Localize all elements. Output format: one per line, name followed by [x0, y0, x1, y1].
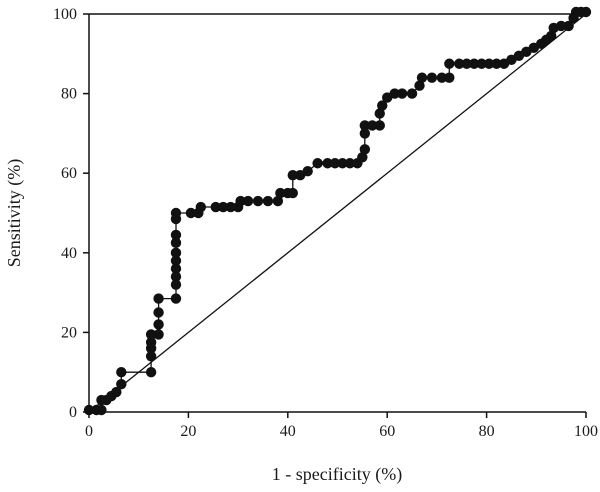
- roc-curve-line: [89, 11, 586, 411]
- roc-data-point: [563, 20, 574, 32]
- roc-data-point: [145, 329, 157, 340]
- roc-data-point: [96, 404, 107, 416]
- roc-data-point: [416, 72, 428, 83]
- roc-data-point: [145, 351, 157, 362]
- roc-data-point: [170, 255, 182, 266]
- roc-data-point: [302, 166, 313, 177]
- roc-data-point: [359, 120, 371, 131]
- roc-data-point: [546, 30, 557, 42]
- y-tick-label: 80: [61, 86, 77, 103]
- roc-data-point: [389, 88, 400, 99]
- roc-data-point: [344, 158, 356, 169]
- roc-data-point: [454, 58, 465, 69]
- y-tick-label: 60: [61, 165, 77, 182]
- roc-data-point: [262, 195, 274, 207]
- ticks: 0 20 40 60 80 100 0 20 40 60 80 100: [53, 6, 598, 440]
- roc-data-point: [287, 169, 298, 181]
- roc-data-point: [153, 319, 164, 330]
- roc-data-point: [170, 263, 182, 274]
- roc-data-point: [580, 6, 592, 18]
- roc-data-point: [414, 80, 425, 91]
- roc-data-point: [170, 293, 182, 304]
- roc-data-point: [225, 201, 236, 213]
- x-axis-title: 1 - specificity (%): [272, 464, 402, 485]
- roc-data-point: [359, 128, 371, 139]
- roc-data-point: [153, 293, 164, 304]
- x-tick-label: 20: [180, 423, 196, 440]
- roc-data-point: [436, 72, 448, 83]
- roc-data-point: [377, 100, 388, 111]
- roc-data-point: [337, 158, 348, 169]
- roc-data-point: [145, 337, 157, 348]
- roc-data-point: [170, 247, 182, 258]
- x-tick-label: 0: [85, 423, 93, 440]
- roc-data-point: [170, 271, 182, 282]
- y-tick-label: 0: [69, 404, 77, 421]
- roc-data-point: [111, 386, 122, 398]
- roc-data-point: [468, 58, 480, 69]
- roc-data-point: [461, 58, 472, 69]
- roc-data-point: [312, 158, 323, 169]
- roc-data-point: [374, 120, 385, 131]
- roc-data-point: [185, 207, 197, 219]
- roc-data-point: [235, 195, 246, 207]
- roc-data-point: [367, 120, 378, 131]
- roc-data-point: [396, 88, 408, 99]
- roc-data-point: [483, 58, 495, 69]
- roc-data-point: [170, 279, 182, 290]
- axes: [88, 13, 586, 413]
- y-axis-title: Sensitivity (%): [4, 159, 25, 268]
- x-tick-label: 80: [479, 423, 495, 440]
- roc-data-point: [476, 58, 487, 69]
- x-tick-label: 40: [280, 423, 296, 440]
- roc-data-point: [217, 201, 229, 213]
- x-tick-label: 60: [379, 423, 395, 440]
- roc-data-point: [170, 237, 182, 249]
- roc-data-point: [357, 152, 368, 163]
- roc-data-point: [275, 187, 286, 199]
- roc-data-point: [329, 158, 341, 169]
- plot-area: [83, 6, 592, 416]
- roc-data-point: [153, 307, 164, 318]
- y-tick-label: 100: [53, 6, 77, 23]
- roc-data-point: [153, 329, 164, 340]
- roc-data-point: [406, 88, 418, 99]
- roc-data-point: [444, 58, 455, 69]
- y-tick-label: 40: [61, 245, 77, 262]
- roc-data-point: [444, 72, 455, 83]
- roc-data-point: [426, 72, 438, 83]
- roc-data-point: [555, 20, 567, 32]
- roc-data-point: [287, 187, 298, 199]
- roc-data-point: [170, 229, 182, 241]
- roc-data-point: [252, 195, 264, 207]
- roc-data-point: [145, 367, 157, 378]
- roc-data-point: [195, 201, 207, 213]
- roc-data-point: [116, 378, 127, 390]
- roc-data-point: [322, 158, 333, 169]
- roc-data-point: [116, 367, 127, 378]
- roc-data-point: [210, 201, 221, 213]
- roc-data-point: [272, 195, 284, 207]
- roc-data-point: [242, 195, 254, 207]
- roc-data-point: [374, 108, 385, 119]
- roc-data-point: [170, 207, 182, 219]
- reference-diagonal-line: [88, 13, 587, 413]
- roc-data-point: [359, 144, 371, 155]
- y-tick-label: 20: [61, 324, 77, 341]
- x-tick-label: 100: [574, 423, 598, 440]
- roc-data-point: [491, 58, 502, 69]
